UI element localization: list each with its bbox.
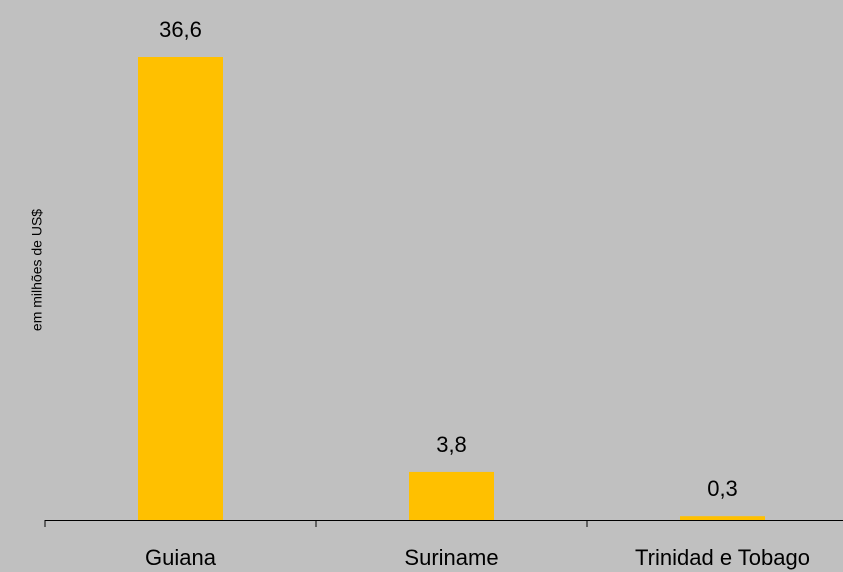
- x-tick-label: Trinidad e Tobago: [635, 545, 810, 570]
- bar: [409, 471, 494, 520]
- bar: [680, 516, 765, 520]
- value-label: 0,3: [707, 476, 738, 501]
- y-axis-label: em milhões de US$: [29, 209, 45, 331]
- value-label: 3,8: [436, 432, 467, 457]
- bar: [138, 57, 223, 520]
- value-label: 36,6: [159, 17, 202, 42]
- x-tick-label: Guiana: [145, 545, 217, 570]
- x-tick-label: Suriname: [404, 545, 498, 570]
